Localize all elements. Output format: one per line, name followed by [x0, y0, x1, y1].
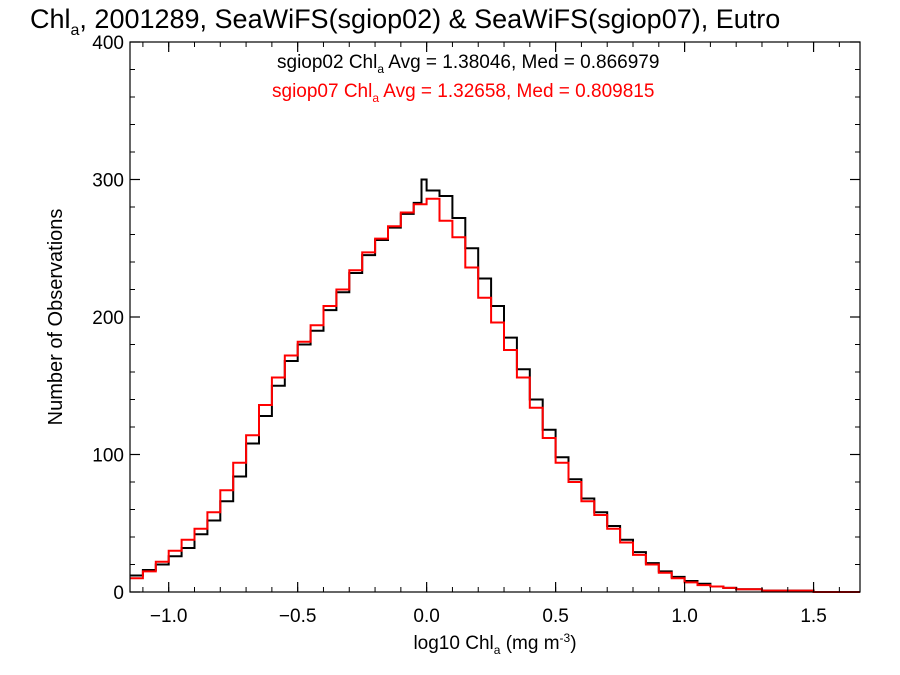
x-tick-label: 0.0: [413, 606, 439, 627]
y-tick-label: 400: [92, 33, 124, 54]
x-tick-label: 1.0: [671, 606, 697, 627]
series-layer: [130, 178, 860, 593]
x-tick-label: −1.0: [150, 606, 188, 627]
series-line-1: [130, 178, 860, 593]
x-tick-label: 0.5: [542, 606, 568, 627]
legend-series-1: sgiop02 Chla Avg = 1.38046, Med = 0.8669…: [277, 52, 659, 76]
x-tick-label: 1.5: [800, 606, 826, 627]
y-axis-label: Number of Observations: [45, 209, 67, 426]
x-tick-label: −0.5: [279, 606, 317, 627]
y-tick-label: 200: [92, 308, 124, 329]
y-tick-label: 300: [92, 171, 124, 192]
plot-frame: [129, 41, 861, 593]
tick-layer: −1.0 −0.5 0.0 0.5 1.0 1.5 0 100 200 300 400: [92, 33, 860, 627]
y-tick-label: 0: [113, 583, 124, 604]
series-line-2: [130, 197, 860, 593]
y-tick-label: 100: [92, 446, 124, 467]
legend-series-2: sgiop07 Chla Avg = 1.32658, Med = 0.8098…: [272, 81, 654, 105]
x-axis-label: log10 Chla (mg m-3): [413, 631, 576, 657]
chart-title: Chla, 2001289, SeaWiFS(sgiop02) & SeaWiF…: [30, 4, 780, 39]
